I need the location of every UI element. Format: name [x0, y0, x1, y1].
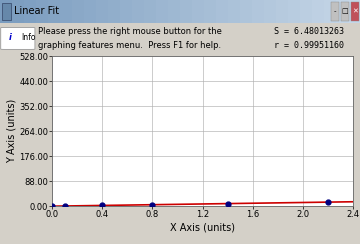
Bar — [300, 0, 312, 23]
Bar — [132, 0, 144, 23]
Bar — [2, 3, 11, 20]
Bar — [144, 0, 156, 23]
Text: graphing features menu.  Press F1 for help.: graphing features menu. Press F1 for hel… — [38, 41, 221, 50]
Bar — [192, 0, 204, 23]
Bar — [168, 0, 180, 23]
Bar — [228, 0, 240, 23]
Text: -: - — [334, 8, 336, 14]
Bar — [341, 2, 349, 21]
Text: Info: Info — [22, 33, 36, 42]
Bar — [96, 0, 108, 23]
Bar — [288, 0, 300, 23]
Text: □: □ — [342, 8, 348, 14]
Bar — [252, 0, 264, 23]
Text: Linear Fit: Linear Fit — [14, 6, 59, 16]
Bar — [60, 0, 72, 23]
Bar — [108, 0, 120, 23]
Bar — [264, 0, 276, 23]
Bar — [240, 0, 252, 23]
Bar — [348, 0, 360, 23]
Bar — [180, 0, 192, 23]
Bar — [216, 0, 228, 23]
Bar — [351, 2, 359, 21]
Y-axis label: Y Axis (units): Y Axis (units) — [6, 99, 16, 163]
Bar — [120, 0, 132, 23]
Bar — [48, 0, 60, 23]
Bar — [156, 0, 168, 23]
FancyBboxPatch shape — [1, 28, 35, 49]
Text: r = 0.99951160: r = 0.99951160 — [274, 41, 343, 50]
X-axis label: X Axis (units): X Axis (units) — [170, 222, 235, 232]
Bar — [324, 0, 336, 23]
Bar — [204, 0, 216, 23]
Text: ✕: ✕ — [352, 8, 357, 14]
Bar — [84, 0, 96, 23]
Text: S = 6.48013263: S = 6.48013263 — [274, 27, 343, 36]
Bar — [72, 0, 84, 23]
Text: Please press the right mouse button for the: Please press the right mouse button for … — [38, 27, 222, 36]
Bar — [36, 0, 48, 23]
Bar — [24, 0, 36, 23]
Text: i: i — [9, 33, 12, 42]
Bar — [12, 0, 24, 23]
Bar — [331, 2, 339, 21]
Bar — [336, 0, 348, 23]
Bar — [276, 0, 288, 23]
Bar — [0, 0, 12, 23]
Bar — [312, 0, 324, 23]
